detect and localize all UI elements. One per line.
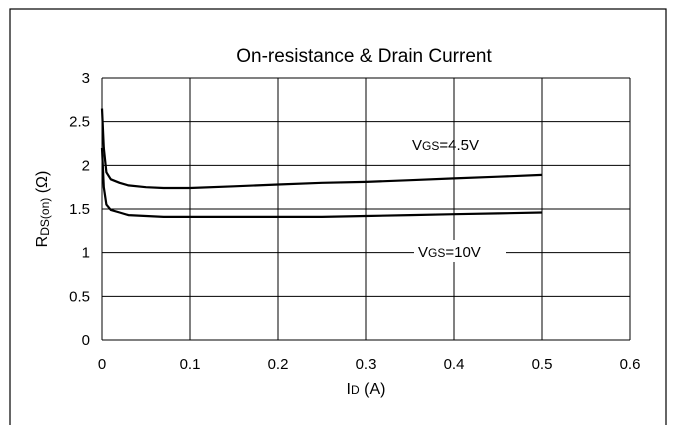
x-tick-label: 0.4: [444, 356, 465, 373]
x-axis-label-main: I: [347, 381, 351, 398]
y-tick-label: 1.5: [69, 201, 90, 218]
y-tick-label: 0: [82, 332, 90, 349]
series-label-vgs-4.5v: VGS=4.5V: [412, 137, 479, 154]
label-bg-vgs-10v: [414, 240, 506, 262]
series-line-vgs-10v: [100, 147, 543, 218]
series-label-vgs-10v-rest: =10V: [445, 244, 480, 261]
series-label-vgs-4.5v-sub: GS: [422, 139, 439, 153]
x-tick-label: 0: [98, 356, 106, 373]
y-tick-label: 0.5: [69, 288, 90, 305]
x-axis-label: ID (A): [347, 381, 386, 398]
x-tick-label: 0.6: [620, 356, 641, 373]
y-axis-label-main: R: [34, 236, 51, 248]
chart-frame: [9, 8, 667, 425]
grid-lines: [101, 77, 631, 341]
y-axis-label: RDS(on) (Ω): [34, 171, 52, 248]
y-tick-labels: 0 0.5 1 1.5 2 2.5 3: [69, 70, 90, 349]
x-axis-label-sub: D: [351, 383, 360, 397]
series-lines: [100, 108, 543, 218]
x-axis-label-rest: (A): [360, 381, 386, 398]
x-tick-label: 0.2: [268, 356, 289, 373]
y-tick-label: 1: [82, 245, 90, 262]
y-axis-label-rest: (Ω): [34, 171, 51, 198]
series-label-vgs-10v-sub: GS: [428, 246, 445, 260]
y-tick-label: 3: [82, 70, 90, 87]
x-tick-label: 0.1: [180, 356, 201, 373]
y-axis-label-sub: DS(on): [38, 198, 52, 236]
series-label-vgs-4.5v-main: V: [412, 137, 422, 154]
series-line-vgs-4.5v: [100, 108, 543, 190]
y-tick-label: 2.5: [69, 114, 90, 131]
x-tick-label: 0.5: [532, 356, 553, 373]
x-tick-label: 0.3: [356, 356, 377, 373]
series-label-vgs-10v: VGS=10V: [418, 244, 481, 261]
chart-title: On-resistance & Drain Current: [236, 46, 492, 67]
x-tick-labels: 0 0.1 0.2 0.3 0.4 0.5 0.6: [98, 356, 641, 373]
y-tick-label: 2: [82, 157, 90, 174]
series-label-vgs-10v-main: V: [418, 244, 428, 261]
series-label-vgs-4.5v-rest: =4.5V: [439, 137, 479, 154]
